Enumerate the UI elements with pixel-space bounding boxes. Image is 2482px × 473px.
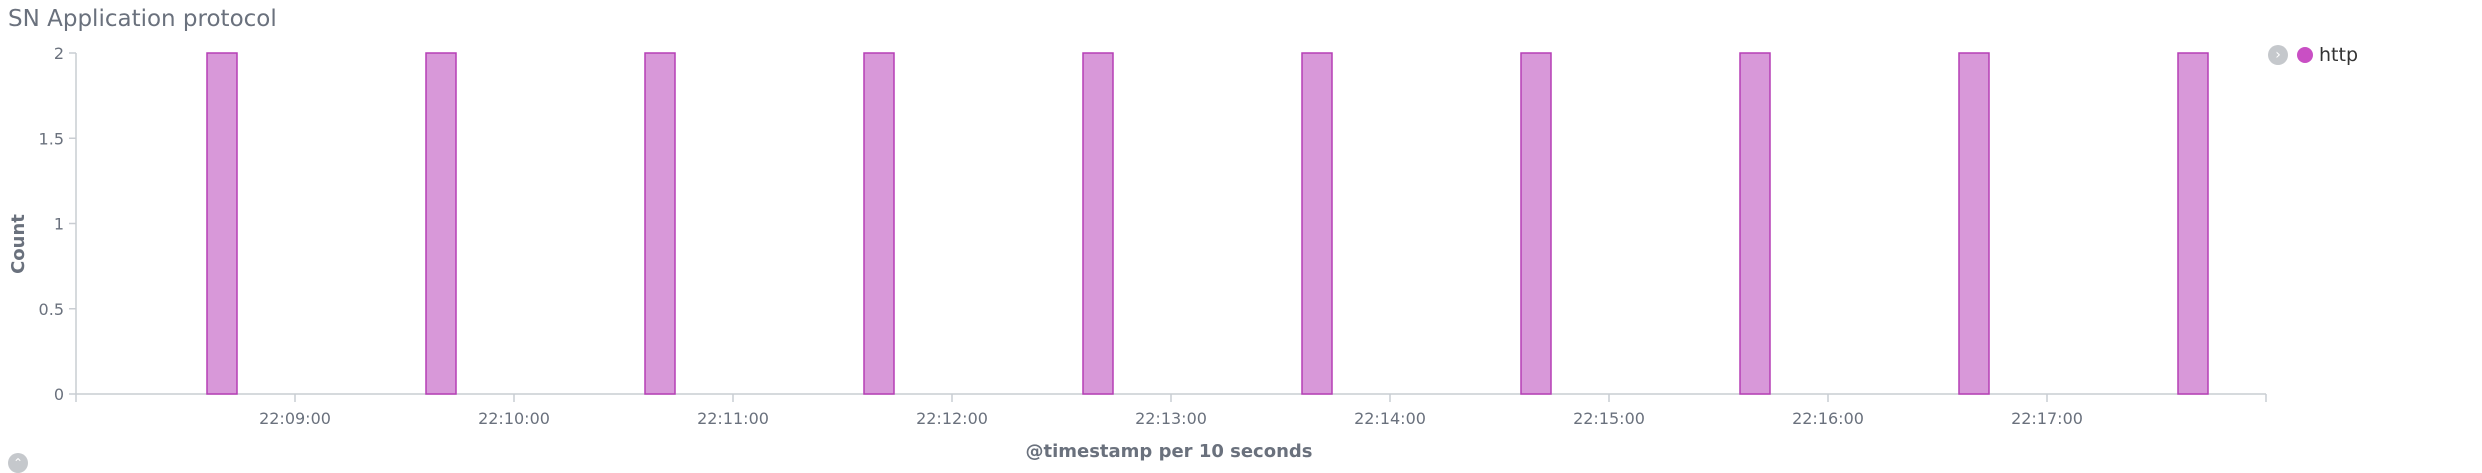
y-tick-label: 0.5 [39, 300, 64, 319]
bar-http[interactable] [644, 52, 676, 395]
bar-http[interactable] [2177, 52, 2209, 395]
bar-http[interactable] [206, 52, 238, 395]
bar-http[interactable] [1520, 52, 1552, 395]
bars-group [206, 52, 2209, 395]
x-tick-label: 22:16:00 [1792, 409, 1864, 428]
y-axis-title: Count [8, 214, 29, 274]
x-tick-label: 22:11:00 [697, 409, 769, 428]
y-tick-label: 1 [54, 215, 64, 234]
legend-item-label[interactable]: http [2319, 44, 2359, 66]
panel-title: SN Application protocol [8, 6, 277, 32]
bar-http[interactable] [425, 52, 457, 395]
x-tick-label: 22:15:00 [1573, 409, 1645, 428]
legend: › http [2268, 44, 2358, 66]
legend-toggle-icon[interactable]: › [2268, 45, 2288, 65]
collapse-chevron-up-icon[interactable]: ⌃ [8, 453, 28, 473]
x-tick-label: 22:13:00 [1135, 409, 1207, 428]
x-tick-label: 22:12:00 [916, 409, 988, 428]
y-tick-label: 0 [54, 385, 64, 404]
x-axis: 22:09:00 22:10:00 22:11:00 22:12:00 22:13:00… [75, 393, 2267, 428]
x-tick-label: 22:10:00 [478, 409, 550, 428]
bar-http[interactable] [1301, 52, 1333, 395]
bar-http[interactable] [1739, 52, 1771, 395]
legend-color-dot [2297, 47, 2313, 63]
bar-http[interactable] [863, 52, 895, 395]
y-tick-label: 2 [54, 44, 64, 63]
y-tick-label: 1.5 [39, 129, 64, 148]
x-tick-label: 22:09:00 [259, 409, 331, 428]
x-tick-label: 22:17:00 [2011, 409, 2083, 428]
bar-http[interactable] [1082, 52, 1114, 395]
bar-http[interactable] [1958, 52, 1990, 395]
x-tick-label: 22:14:00 [1354, 409, 1426, 428]
y-axis: 0 0.5 1 1.5 2 [39, 44, 77, 404]
x-axis-title: @timestamp per 10 seconds [1025, 441, 1312, 462]
